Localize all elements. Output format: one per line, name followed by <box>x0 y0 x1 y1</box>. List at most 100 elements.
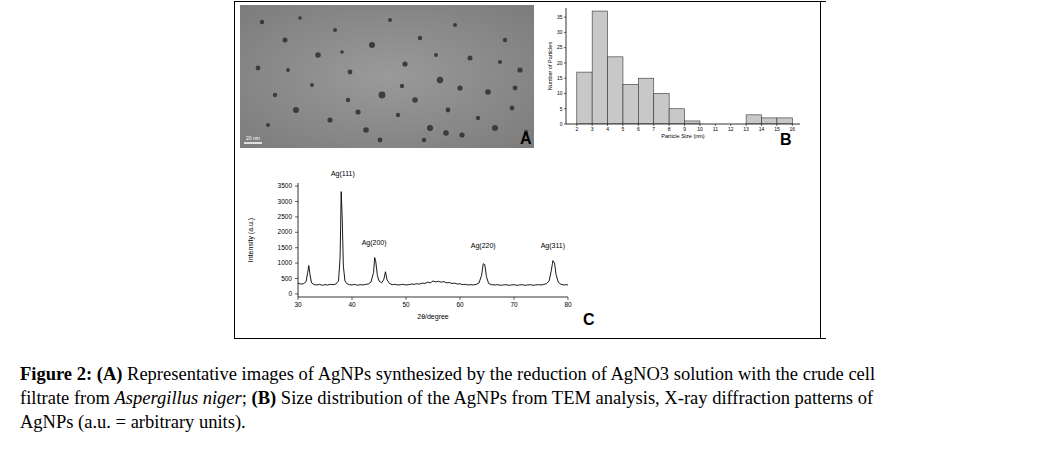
caption-text: Figure 2: <box>20 364 92 384</box>
y-axis <box>298 183 299 297</box>
x-tick <box>352 297 353 300</box>
y-tick <box>295 186 298 187</box>
x-tick-label: 10 <box>697 126 703 132</box>
y-tick <box>564 93 566 94</box>
x-tick <box>298 297 299 300</box>
nanoparticle <box>503 38 507 42</box>
nanoparticle <box>348 70 353 75</box>
x-tick <box>406 297 407 300</box>
nanoparticle <box>427 125 433 131</box>
caption-text: filtrate from <box>20 388 115 408</box>
nanoparticle <box>396 113 400 117</box>
xrd-plot <box>298 192 568 286</box>
x-axis <box>298 297 568 298</box>
scale-bar <box>244 142 262 144</box>
nanoparticle <box>378 138 383 143</box>
y-tick <box>295 247 298 248</box>
bar <box>654 93 669 124</box>
bar <box>638 78 653 124</box>
nanoparticle <box>346 98 350 102</box>
y-tick-label: 25 <box>557 44 563 50</box>
caption-text: Representative images of AgNPs synthesiz… <box>122 364 875 384</box>
nanoparticle <box>492 125 498 131</box>
y-tick-label: 1000 <box>278 259 293 266</box>
x-tick-label: 13 <box>743 126 749 132</box>
nanoparticle <box>363 127 369 133</box>
nanoparticle <box>369 42 375 48</box>
panel-label: C <box>583 311 595 328</box>
y-tick <box>564 32 566 33</box>
frame-tick <box>821 338 827 339</box>
x-tick-label: 2 <box>575 126 578 132</box>
nanoparticle <box>517 67 522 72</box>
nanoparticle <box>402 61 407 66</box>
y-tick <box>295 232 298 233</box>
nanoparticle <box>256 66 261 71</box>
bar <box>623 84 638 124</box>
y-tick-label: 15 <box>557 75 563 81</box>
nanoparticle <box>476 116 480 120</box>
bar <box>685 121 700 124</box>
x-tick-label: 8 <box>668 126 671 132</box>
nanoparticle <box>485 89 491 95</box>
nanoparticle <box>283 38 288 43</box>
y-tick-label: 2000 <box>278 228 293 235</box>
y-axis-label: Number of Particles <box>547 42 553 91</box>
x-tick-label: 9 <box>683 126 686 132</box>
y-tick-label: 2500 <box>278 213 293 220</box>
y-tick-label: 1500 <box>278 244 293 251</box>
caption-text: (A) <box>97 364 123 384</box>
nanoparticle <box>453 23 457 27</box>
nanoparticle <box>437 77 443 83</box>
x-tick-label: 60 <box>456 301 464 308</box>
nanoparticle <box>260 20 264 24</box>
y-tick <box>295 278 298 279</box>
bar <box>592 11 607 124</box>
y-tick <box>564 78 566 79</box>
panel-label: A <box>520 130 532 147</box>
nanoparticle <box>315 52 321 58</box>
y-axis-label: Intensity (a.u.) <box>247 218 255 262</box>
figure-frame <box>235 2 821 339</box>
caption-text: ; <box>242 388 252 408</box>
nanoparticle <box>400 84 404 88</box>
nanoparticle <box>327 117 332 122</box>
nanoparticle <box>443 130 449 136</box>
x-tick-label: 80 <box>564 301 572 308</box>
scale-bar-label: 20 nm <box>246 135 260 141</box>
xrd-line <box>298 192 568 286</box>
bar <box>577 72 592 124</box>
nanoparticle <box>266 123 270 127</box>
x-tick <box>460 297 461 300</box>
y-tick-label: 3500 <box>278 182 293 189</box>
nanoparticle <box>422 138 426 142</box>
y-tick-label: 5 <box>560 106 563 112</box>
tem-background <box>240 5 534 148</box>
caption-line: filtrate from Aspergillus niger; (B) Siz… <box>20 388 873 409</box>
x-tick-label: 6 <box>637 126 640 132</box>
nanoparticle <box>379 92 386 99</box>
x-tick-label: 4 <box>606 126 609 132</box>
nanoparticle <box>446 108 451 113</box>
caption-text <box>92 364 97 384</box>
panel-label: B <box>780 131 792 148</box>
nanoparticle <box>388 18 392 22</box>
y-tick <box>564 108 566 109</box>
x-tick-label: 3 <box>591 126 594 132</box>
nanoparticle <box>412 97 418 103</box>
nanoparticle <box>498 60 502 64</box>
bar <box>762 118 777 124</box>
frame-tick <box>821 1 827 2</box>
x-tick-label: 40 <box>348 301 356 308</box>
y-tick <box>564 62 566 63</box>
y-tick-label: 3000 <box>278 198 293 205</box>
y-tick <box>564 47 566 48</box>
y-tick <box>295 216 298 217</box>
y-tick-label: 0 <box>560 121 563 127</box>
nanoparticle <box>459 132 464 137</box>
y-tick-label: 500 <box>281 275 292 282</box>
nanoparticle <box>273 93 277 97</box>
histogram-bars <box>577 11 793 124</box>
caption-text: Aspergillus niger <box>115 388 242 408</box>
nanoparticle <box>293 107 299 113</box>
